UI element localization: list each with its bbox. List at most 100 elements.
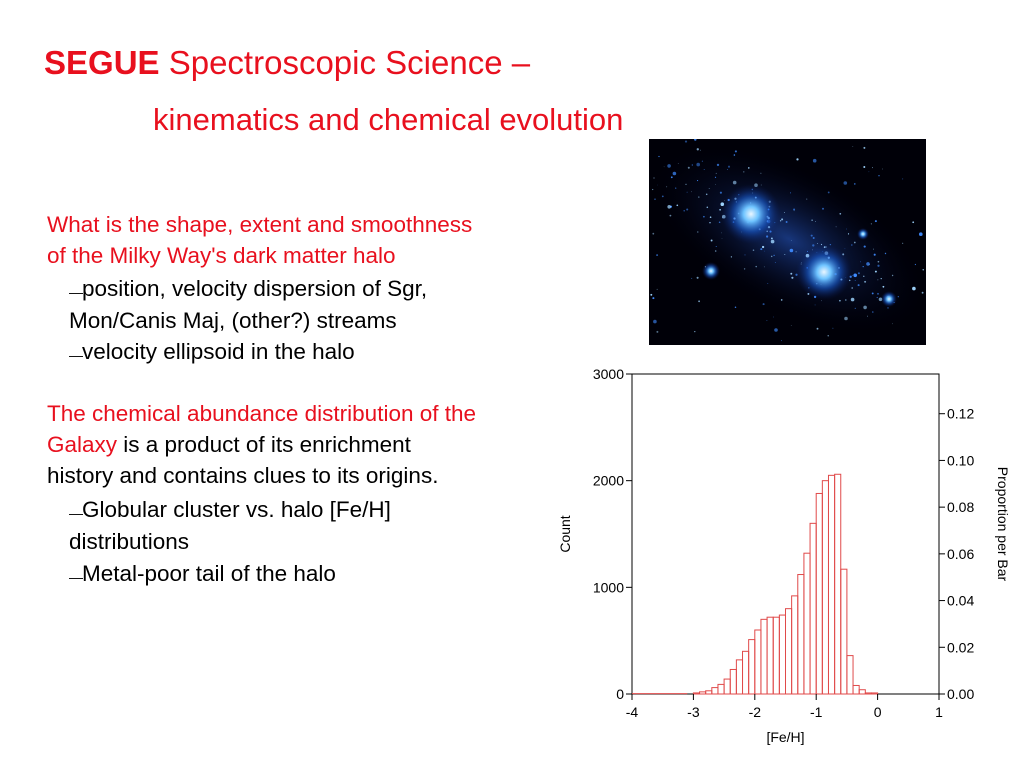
star — [912, 286, 916, 291]
star — [770, 255, 773, 258]
star — [806, 198, 808, 200]
star — [773, 316, 774, 318]
star — [698, 196, 700, 198]
star — [844, 316, 848, 321]
star — [882, 285, 885, 288]
star — [862, 265, 864, 268]
x-tick-label: -4 — [626, 704, 639, 720]
star — [672, 171, 677, 176]
star — [868, 171, 870, 173]
star — [785, 221, 788, 223]
star — [669, 214, 672, 217]
bullet-globular-line-1: Globular cluster vs. halo [Fe/H] — [82, 497, 391, 522]
star — [696, 148, 699, 151]
star — [882, 168, 883, 170]
x-axis-label: [Fe/H] — [766, 729, 804, 745]
star — [832, 327, 834, 329]
star — [721, 238, 723, 239]
star — [675, 187, 677, 189]
histogram-bar — [852, 684, 860, 695]
star — [793, 208, 796, 211]
x-tick-label: 0 — [874, 704, 882, 720]
star — [730, 256, 733, 258]
star — [703, 169, 705, 171]
star — [691, 191, 692, 193]
star — [878, 175, 880, 177]
star — [790, 325, 792, 326]
histogram-bar — [699, 691, 707, 695]
star — [698, 300, 700, 303]
y-axis-ticks: 0 1000 2000 3000 — [593, 366, 632, 702]
star — [815, 220, 816, 222]
star — [863, 275, 865, 277]
star — [760, 172, 762, 174]
star — [715, 172, 717, 174]
star — [666, 186, 668, 188]
histogram-bar — [815, 492, 823, 695]
question-line-2: of the Milky Way's dark matter halo — [47, 243, 396, 268]
star — [874, 270, 877, 273]
histogram-bar — [809, 522, 817, 695]
star — [843, 181, 848, 185]
histogram-bar — [705, 690, 713, 695]
star — [891, 274, 894, 277]
star — [652, 188, 654, 191]
histogram-bar — [717, 683, 725, 695]
star — [694, 330, 696, 333]
star — [726, 169, 728, 171]
x-tick-label: -3 — [687, 704, 700, 720]
star — [721, 232, 722, 234]
star — [860, 261, 861, 263]
star — [897, 296, 899, 298]
star — [922, 269, 924, 271]
star — [650, 293, 653, 296]
star — [853, 183, 856, 185]
star — [727, 165, 731, 168]
star — [718, 221, 721, 224]
star — [795, 251, 797, 253]
histogram-bar — [766, 616, 774, 695]
histogram-bar — [735, 659, 744, 695]
star — [789, 248, 794, 253]
y2-tick-label: 0.10 — [947, 452, 974, 468]
star — [732, 180, 737, 185]
star — [789, 192, 792, 194]
star — [684, 140, 688, 143]
star — [914, 263, 916, 266]
star — [766, 320, 768, 321]
star — [822, 207, 824, 210]
histogram-bar — [858, 689, 866, 695]
y2-tick-label: 0.02 — [947, 639, 974, 655]
star — [703, 215, 705, 218]
title-bold: SEGUE — [44, 44, 160, 81]
star — [773, 254, 775, 256]
star — [715, 246, 717, 247]
star — [921, 291, 924, 294]
star — [683, 210, 685, 212]
abundance-line-1: The chemical abundance distribution of t… — [47, 401, 477, 426]
star — [863, 245, 866, 248]
star — [691, 164, 693, 166]
y-tick-label: 1000 — [593, 579, 624, 595]
star — [701, 160, 704, 162]
star — [877, 279, 879, 281]
y2-tick-label: 0.06 — [947, 546, 974, 562]
star — [652, 232, 655, 235]
star — [873, 253, 876, 256]
star — [708, 188, 710, 190]
title-rest: Spectroscopic Science – — [159, 44, 531, 81]
star — [864, 280, 867, 283]
star — [844, 299, 847, 301]
star — [691, 277, 693, 279]
star — [780, 340, 782, 342]
star — [770, 237, 773, 240]
star — [686, 191, 688, 193]
star — [734, 150, 737, 153]
histogram-bar — [785, 608, 793, 695]
histogram-bar — [870, 692, 879, 695]
star — [863, 165, 866, 169]
star — [877, 260, 880, 263]
y2-axis-label: Proportion per Bar — [995, 467, 1011, 582]
star — [857, 272, 860, 275]
